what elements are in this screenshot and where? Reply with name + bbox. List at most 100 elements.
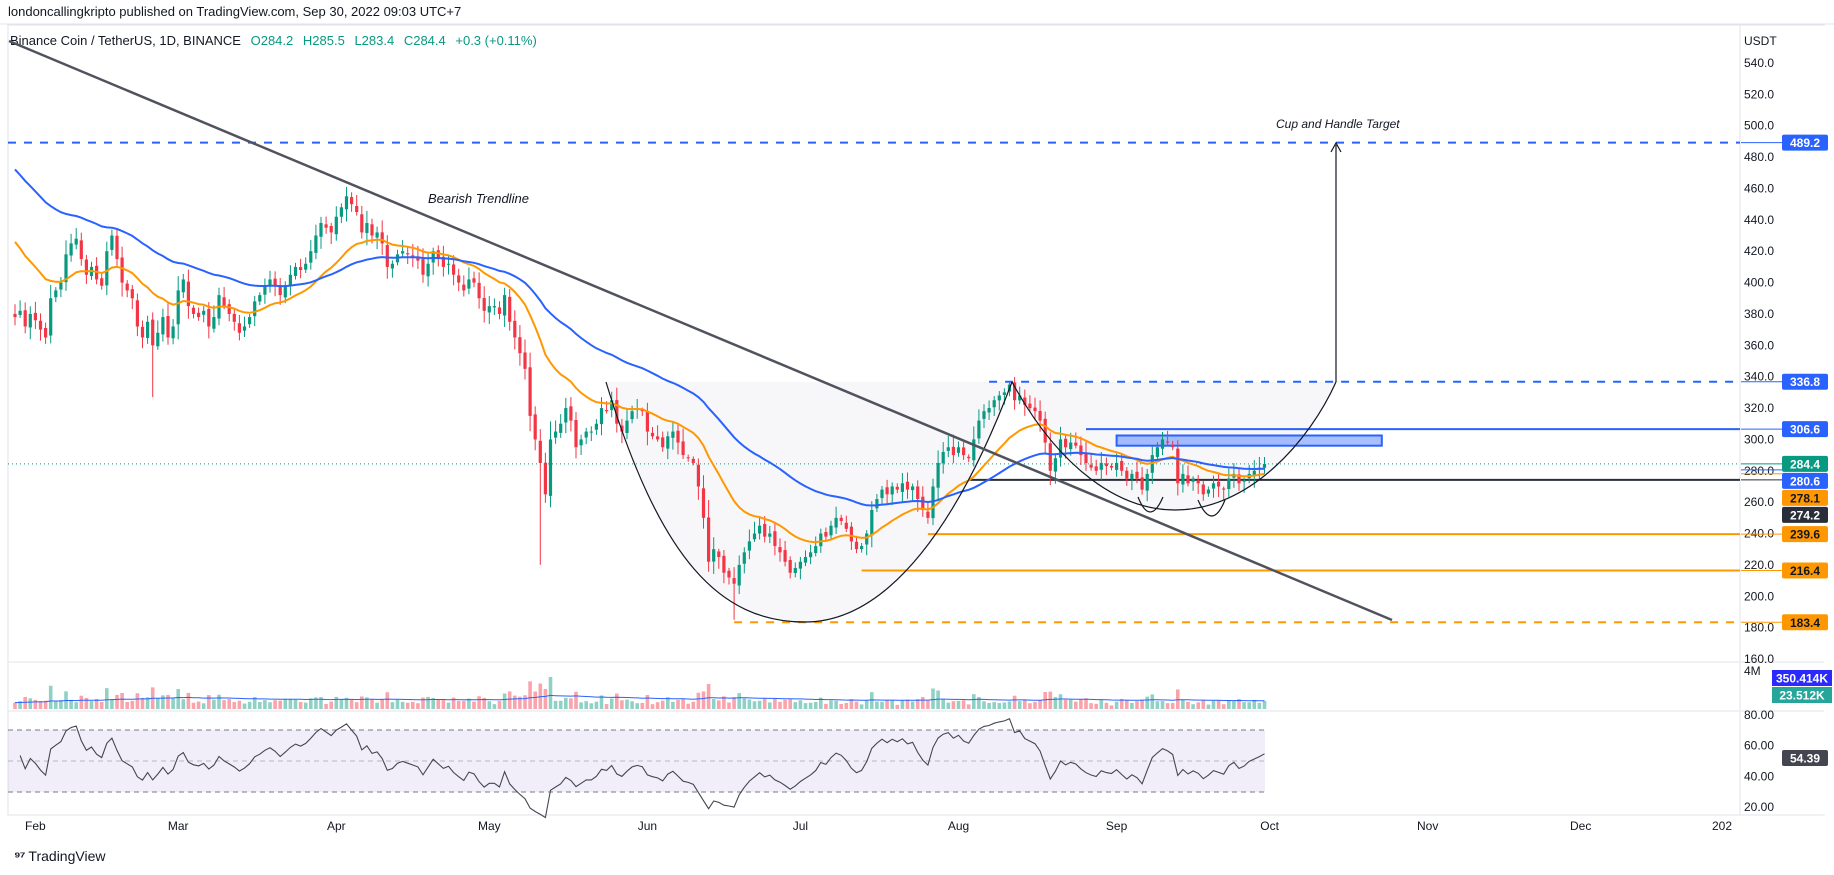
candle[interactable] bbox=[1237, 468, 1241, 491]
candle[interactable] bbox=[1191, 476, 1195, 491]
candle[interactable] bbox=[727, 567, 731, 585]
candle[interactable] bbox=[936, 450, 940, 502]
candle[interactable] bbox=[115, 228, 119, 266]
candle[interactable] bbox=[1099, 451, 1103, 481]
candle[interactable] bbox=[834, 506, 838, 534]
candle[interactable] bbox=[232, 309, 236, 331]
candle[interactable] bbox=[860, 543, 864, 553]
candle[interactable] bbox=[696, 458, 700, 500]
candle[interactable] bbox=[941, 442, 945, 474]
candle[interactable] bbox=[1109, 463, 1114, 471]
candle[interactable] bbox=[1155, 442, 1159, 461]
candle[interactable] bbox=[421, 248, 425, 283]
candle[interactable] bbox=[64, 240, 68, 291]
candle[interactable] bbox=[13, 304, 17, 326]
candle[interactable] bbox=[452, 255, 456, 286]
candle[interactable] bbox=[645, 402, 649, 446]
candle[interactable] bbox=[191, 305, 196, 319]
candle[interactable] bbox=[707, 500, 711, 572]
candle[interactable] bbox=[49, 284, 53, 344]
candle[interactable] bbox=[870, 501, 874, 548]
candle[interactable] bbox=[472, 271, 476, 288]
candle[interactable] bbox=[503, 287, 507, 327]
candle[interactable] bbox=[854, 535, 859, 554]
candle[interactable] bbox=[513, 310, 517, 350]
small-arc-right[interactable] bbox=[1197, 499, 1226, 517]
candle[interactable] bbox=[319, 216, 323, 249]
candle[interactable] bbox=[492, 298, 496, 315]
candle[interactable] bbox=[33, 301, 37, 330]
candle[interactable] bbox=[1160, 431, 1165, 456]
candle[interactable] bbox=[54, 287, 58, 303]
candle[interactable] bbox=[355, 195, 359, 216]
candle[interactable] bbox=[584, 427, 588, 445]
candle[interactable] bbox=[814, 536, 818, 557]
candle[interactable] bbox=[1079, 436, 1083, 465]
candle[interactable] bbox=[207, 302, 211, 339]
candle[interactable] bbox=[650, 427, 655, 440]
candle[interactable] bbox=[283, 281, 287, 304]
candle[interactable] bbox=[691, 456, 695, 466]
candle[interactable] bbox=[758, 516, 762, 540]
candle[interactable] bbox=[350, 192, 354, 212]
candle[interactable] bbox=[446, 254, 451, 275]
candle[interactable] bbox=[875, 494, 879, 513]
candle[interactable] bbox=[1186, 465, 1190, 487]
candle[interactable] bbox=[1104, 457, 1108, 476]
candle[interactable] bbox=[278, 278, 282, 305]
candle[interactable] bbox=[671, 422, 675, 450]
candle[interactable] bbox=[1217, 474, 1221, 498]
candle[interactable] bbox=[166, 303, 170, 345]
candle[interactable] bbox=[436, 245, 440, 267]
price-tag-336.8[interactable]: 336.8 bbox=[1741, 373, 1828, 390]
candle[interactable] bbox=[1074, 432, 1078, 449]
price-tag-274.2[interactable]: 274.2 bbox=[1741, 479, 1828, 523]
candle[interactable] bbox=[916, 480, 920, 512]
candle[interactable] bbox=[732, 567, 736, 620]
candle[interactable] bbox=[554, 420, 558, 444]
candle[interactable] bbox=[569, 397, 573, 432]
candle[interactable] bbox=[1176, 440, 1180, 496]
candle[interactable] bbox=[146, 315, 150, 344]
candle[interactable] bbox=[314, 224, 318, 260]
candle[interactable] bbox=[227, 299, 231, 322]
candle[interactable] bbox=[717, 548, 721, 569]
candle[interactable] bbox=[360, 205, 364, 239]
candle[interactable] bbox=[589, 426, 593, 442]
candle[interactable] bbox=[1084, 441, 1088, 471]
candle[interactable] bbox=[533, 406, 537, 451]
candle[interactable] bbox=[564, 397, 568, 434]
candle[interactable] bbox=[1125, 467, 1129, 486]
candle[interactable] bbox=[926, 501, 930, 524]
candle[interactable] bbox=[1130, 469, 1134, 491]
candle[interactable] bbox=[982, 404, 986, 429]
candle[interactable] bbox=[263, 278, 267, 304]
price-tag-216.4[interactable]: 216.4 bbox=[1741, 562, 1828, 579]
candle[interactable] bbox=[186, 269, 190, 319]
price-tag-278.1[interactable]: 278.1 bbox=[1741, 473, 1828, 506]
candle[interactable] bbox=[1028, 395, 1032, 413]
candle[interactable] bbox=[523, 339, 527, 380]
candle[interactable] bbox=[763, 516, 767, 543]
candle[interactable] bbox=[467, 267, 471, 295]
candle[interactable] bbox=[778, 538, 782, 562]
candle[interactable] bbox=[962, 441, 966, 460]
candle[interactable] bbox=[365, 210, 369, 246]
candle[interactable] bbox=[401, 240, 405, 258]
candle[interactable] bbox=[339, 203, 343, 224]
candle[interactable] bbox=[742, 547, 746, 574]
candle[interactable] bbox=[151, 312, 155, 398]
candle[interactable] bbox=[125, 280, 129, 298]
candle[interactable] bbox=[23, 302, 27, 334]
price-tag-284.4[interactable]: 284.4 bbox=[1741, 455, 1828, 472]
candle[interactable] bbox=[105, 241, 109, 296]
candle[interactable] bbox=[130, 284, 134, 310]
candle[interactable] bbox=[686, 454, 690, 462]
candle[interactable] bbox=[773, 523, 777, 556]
candle[interactable] bbox=[44, 322, 48, 344]
candle[interactable] bbox=[594, 419, 598, 435]
candle[interactable] bbox=[681, 428, 685, 459]
candle[interactable] bbox=[768, 525, 772, 544]
candle[interactable] bbox=[900, 472, 904, 503]
candle[interactable] bbox=[701, 475, 706, 529]
